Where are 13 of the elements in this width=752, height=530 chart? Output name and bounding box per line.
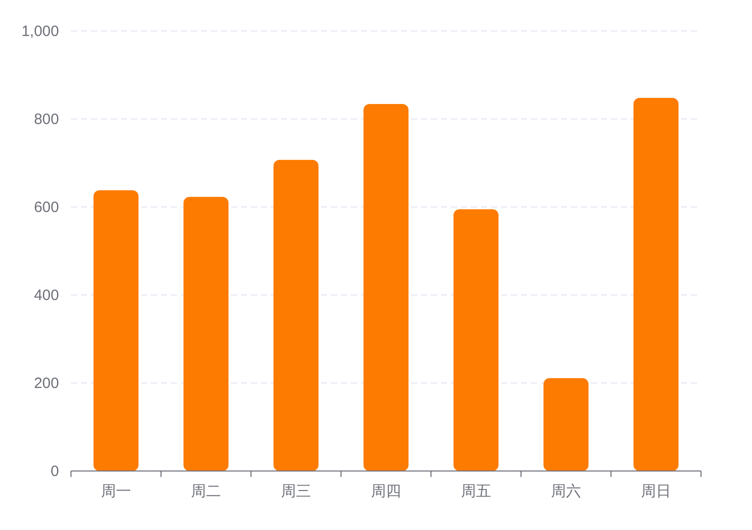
y-tick-label: 1,000 [21, 23, 59, 40]
x-tick-label: 周六 [551, 483, 581, 500]
y-tick-label: 800 [34, 111, 59, 128]
y-tick-label: 200 [34, 375, 59, 392]
x-tick-label: 周一 [101, 483, 131, 500]
x-tick-label: 周三 [281, 483, 311, 500]
y-tick-label: 0 [50, 463, 59, 480]
x-tick-label: 周五 [461, 483, 491, 500]
x-tick-label: 周二 [191, 483, 221, 500]
y-tick-label: 600 [34, 199, 59, 216]
y-tick-label: 400 [34, 287, 59, 304]
x-tick-label: 周日 [641, 483, 671, 500]
x-tick-label: 周四 [371, 483, 401, 500]
